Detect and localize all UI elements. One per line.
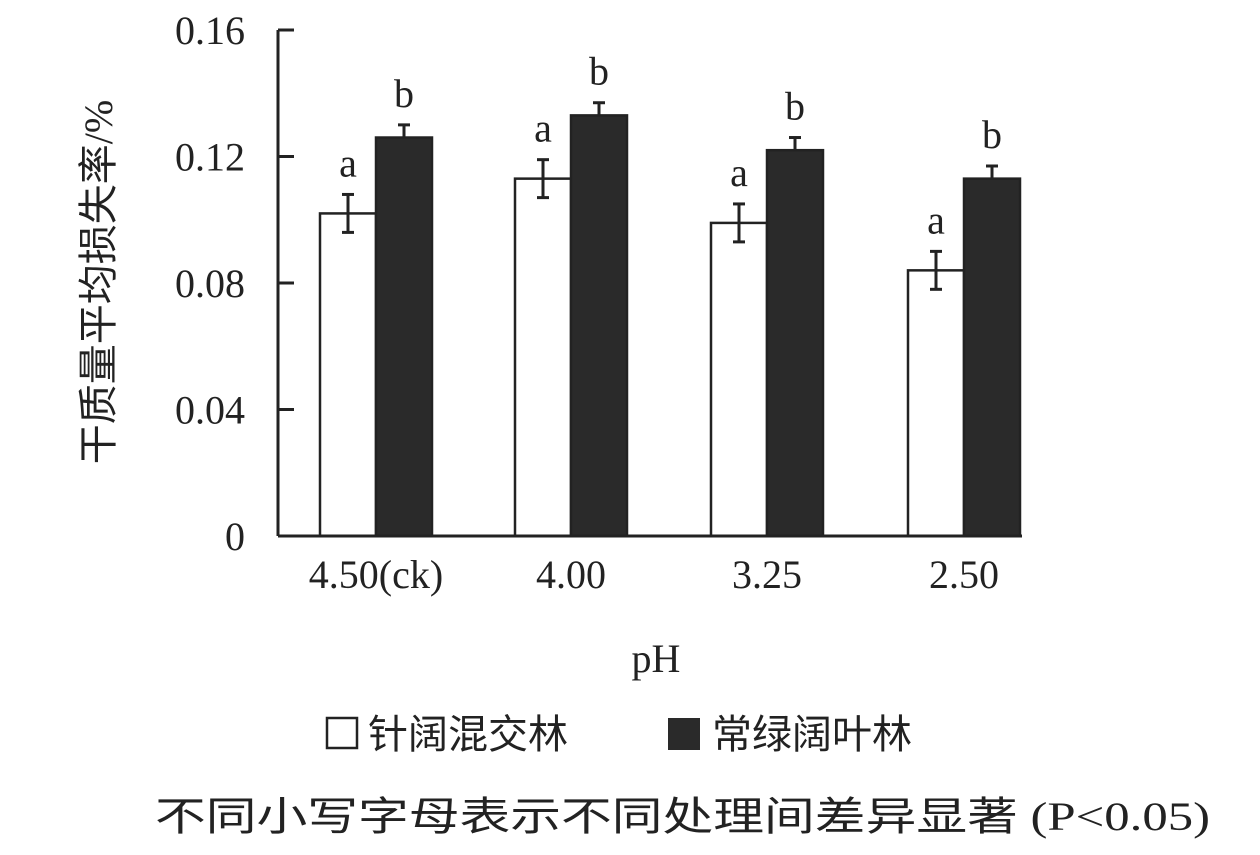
legend-swatch-evergreen-forest bbox=[668, 718, 700, 750]
significance-letter: a bbox=[339, 140, 357, 185]
significance-letter: a bbox=[730, 150, 748, 195]
y-tick-label: 0 bbox=[225, 514, 245, 559]
significance-letter: a bbox=[534, 106, 552, 151]
significance-letter: b bbox=[589, 49, 609, 94]
x-tick-label: 4.00 bbox=[536, 552, 606, 597]
x-tick-label: 4.50(ck) bbox=[309, 552, 443, 597]
bar-evergreen-forest bbox=[962, 177, 1022, 538]
significance-letter: b bbox=[394, 71, 414, 116]
significance-letter: b bbox=[982, 112, 1002, 157]
legend-label-evergreen-forest: 常绿阔叶林 bbox=[712, 712, 912, 757]
y-tick-label: 0.08 bbox=[175, 261, 245, 306]
legend-swatch-mixed-forest bbox=[325, 716, 359, 750]
y-tick-label: 0.12 bbox=[175, 135, 245, 180]
significance-letter: a bbox=[927, 197, 945, 242]
legend-label-mixed-forest: 针阔混交林 bbox=[368, 712, 568, 757]
bar-mixed-forest bbox=[513, 177, 573, 538]
bar-mixed-forest bbox=[709, 221, 769, 538]
bar-evergreen-forest bbox=[569, 114, 629, 538]
bar-mixed-forest bbox=[318, 212, 378, 538]
y-tick-label: 0.04 bbox=[175, 388, 245, 433]
significance-note: 不同小写字母表示不同处理间差异显著 (P<0.05) bbox=[155, 794, 1210, 839]
x-axis-label: pH bbox=[632, 636, 681, 681]
x-tick-label: 3.25 bbox=[732, 552, 802, 597]
bar-evergreen-forest bbox=[374, 136, 434, 538]
bar-mixed-forest bbox=[906, 269, 966, 538]
y-axis-label: 干质量平均损失率/% bbox=[76, 100, 121, 464]
legend: 针阔混交林 常绿阔叶林 bbox=[325, 712, 912, 757]
significance-letter: b bbox=[785, 84, 805, 129]
y-tick-label: 0.16 bbox=[175, 8, 245, 53]
bar-evergreen-forest bbox=[765, 148, 825, 538]
x-tick-label: 2.50 bbox=[929, 552, 999, 597]
